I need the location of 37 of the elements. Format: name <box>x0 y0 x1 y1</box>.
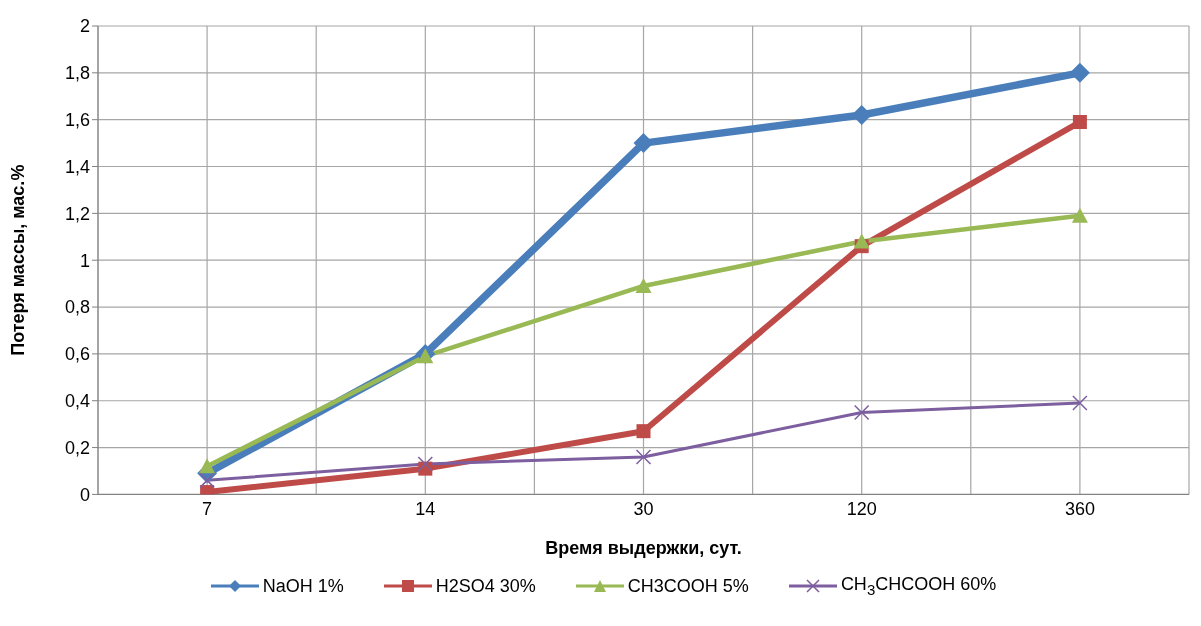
y-tick-label: 0,8 <box>64 297 90 318</box>
legend-label: H2SO4 30% <box>435 575 536 597</box>
y-tick-label: 1,8 <box>64 63 90 84</box>
y-tick-label: 0,6 <box>64 344 90 365</box>
x-tick-label: 360 <box>1064 499 1095 520</box>
point <box>1072 115 1087 130</box>
y-tick-label: 2 <box>79 16 90 37</box>
legend-label: NaOH 1% <box>262 575 344 597</box>
point <box>417 456 434 472</box>
point <box>1071 207 1088 223</box>
point <box>635 277 652 293</box>
x-tick-label: 7 <box>202 499 213 520</box>
point <box>199 458 216 474</box>
y-tick-label: 0,4 <box>64 391 90 412</box>
point <box>633 133 654 154</box>
point <box>853 404 870 421</box>
y-tick-label: 1 <box>79 250 90 271</box>
legend-label: CH$_{3}$CHCOOH 60% <box>840 574 997 598</box>
point <box>1072 395 1088 411</box>
y-axis-title: Потеря массы, мас.% <box>8 164 29 356</box>
point <box>1069 62 1090 83</box>
point <box>199 472 215 489</box>
point <box>853 233 870 249</box>
x-tick-label: 30 <box>633 499 654 520</box>
x-axis-title: Время выдержки, сут. <box>545 538 742 559</box>
y-tick-label: 0,2 <box>64 437 90 458</box>
y-tick-label: 1,6 <box>64 110 90 131</box>
point <box>851 105 872 125</box>
point <box>636 424 651 439</box>
y-tick-label: 1,4 <box>64 156 90 177</box>
y-tick-label: 1,2 <box>64 203 90 224</box>
x-tick-label: 14 <box>415 499 436 520</box>
point <box>417 348 434 364</box>
point <box>635 449 652 465</box>
y-tick-label: 0 <box>79 484 90 505</box>
legend-label: CH3COOH 5% <box>627 575 749 597</box>
x-tick-label: 120 <box>846 499 877 520</box>
